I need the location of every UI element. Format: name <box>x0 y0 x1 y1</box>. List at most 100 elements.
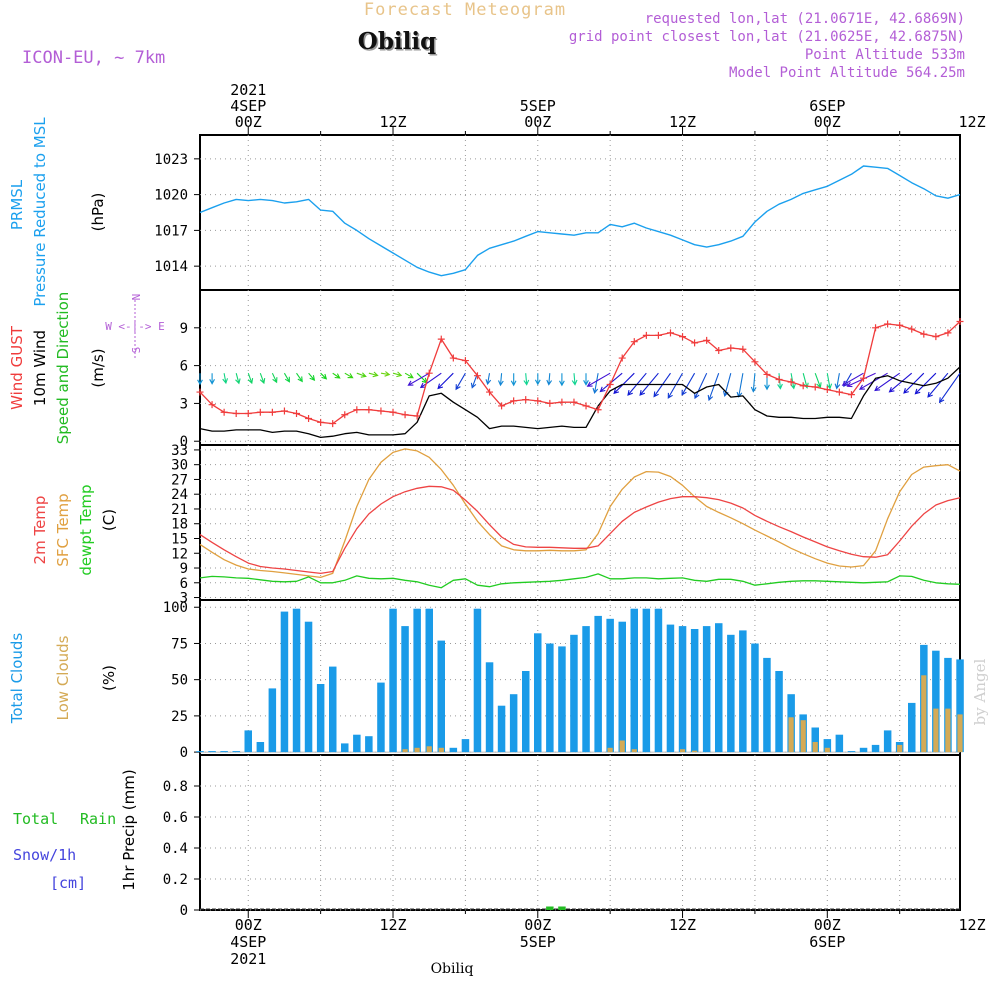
total-cloud-bar <box>232 751 240 753</box>
wind-arrow <box>914 372 937 395</box>
temp-label-2m: 2m Temp <box>31 496 49 565</box>
low-cloud-bar <box>921 675 927 753</box>
total-cloud-bar <box>329 666 337 753</box>
total-cloud-bar <box>389 608 397 753</box>
total-cloud-bar <box>449 747 458 753</box>
top-time-label: 5SEP <box>520 97 556 115</box>
ytick-label-temp: 6 <box>180 576 188 592</box>
wind-arrow <box>455 372 466 391</box>
total-cloud-bar <box>534 633 542 753</box>
temp-label-dewpt: dewpt Temp <box>77 484 95 575</box>
precip-label-total: Total <box>13 810 58 828</box>
gust-marker <box>196 388 204 396</box>
wind-arrow <box>235 373 241 385</box>
footer-location: Obiliq <box>431 961 474 977</box>
low-cloud-bar <box>438 747 444 753</box>
precip-label-snow: Snow/1h <box>13 846 76 864</box>
ytick-label-temp: 30 <box>171 458 188 474</box>
gust-marker <box>353 406 361 414</box>
total-cloud-bar <box>751 643 759 753</box>
total-cloud-bar <box>268 688 277 753</box>
low-cloud-bar <box>426 746 432 753</box>
total-cloud-bar <box>244 730 252 753</box>
wind-arrow <box>222 373 229 385</box>
clouds-label-unit: (%) <box>100 665 118 691</box>
low-cloud-bar <box>812 742 818 753</box>
gust-marker <box>594 406 602 414</box>
gust-marker <box>534 397 542 405</box>
ytick-label-clouds: 0 <box>180 745 188 761</box>
bottom-time-label: 00Z <box>814 916 841 934</box>
bottom-time-label: 2021 <box>230 950 266 968</box>
wind-arrow <box>681 372 696 396</box>
top-time-label: 4SEP <box>230 97 266 115</box>
wind-arrow <box>485 373 492 386</box>
top-time-label: 2021 <box>230 81 266 99</box>
wind-arrow <box>497 373 504 387</box>
ytick-label-wind: 9 <box>180 321 188 337</box>
gust-marker <box>293 409 301 417</box>
ytick-label-precip: 0.4 <box>163 841 188 857</box>
wind-arrow <box>320 372 328 380</box>
total-cloud-bar <box>690 629 699 753</box>
gust-marker <box>449 354 457 362</box>
gust-marker <box>522 396 530 404</box>
total-cloud-bar <box>473 608 482 753</box>
total-cloud-bar <box>739 630 747 753</box>
wind-arrow <box>380 371 391 377</box>
panel-frame-wind <box>199 289 961 446</box>
bottom-time-label: 00Z <box>524 916 551 934</box>
pressure-label-msl: Pressure Reduced to MSL <box>31 117 49 307</box>
total-cloud-bar <box>811 727 819 753</box>
gust-marker <box>703 336 711 344</box>
wind-arrow <box>407 372 430 386</box>
header-info-model_alt: Model Point Altitude 564.25m <box>729 65 965 81</box>
wind-arrow <box>707 373 720 402</box>
wind-arrow <box>523 373 530 386</box>
header-info-point_alt: Point Altitude 533m <box>805 47 965 63</box>
total-cloud-bar <box>702 626 711 753</box>
total-cloud-bar <box>522 671 530 753</box>
temp2m-line <box>199 485 961 575</box>
gust-marker <box>546 399 554 407</box>
total-cloud-bar <box>642 608 651 753</box>
wind-arrow <box>694 372 708 400</box>
wind-arrow <box>437 372 454 390</box>
wind-arrow <box>332 372 341 379</box>
clouds-label-total: Total Clouds <box>8 633 26 725</box>
gust-marker <box>751 358 759 366</box>
low-cloud-bar <box>692 750 698 753</box>
total-cloud-bar <box>727 634 735 753</box>
wind-arrow <box>790 373 796 390</box>
wind-arrow <box>197 373 203 386</box>
ytick-label-precip: 0.8 <box>163 779 188 795</box>
wind-arrow <box>927 372 949 398</box>
ytick-label-temp: 27 <box>171 472 188 488</box>
gust-marker <box>401 411 409 419</box>
ytick-label-pressure: 1023 <box>154 152 188 168</box>
wind-label-gust: Wind GUST <box>8 325 26 410</box>
low-cloud-bar <box>607 747 613 753</box>
ytick-label-clouds: 100 <box>163 600 188 616</box>
total-cloud-bar <box>485 662 494 753</box>
ytick-label-wind: 3 <box>180 396 188 412</box>
ytick-label-precip: 0.6 <box>163 810 188 826</box>
low-cloud-bar <box>619 740 625 753</box>
gust-marker <box>823 386 831 394</box>
gust-marker <box>220 408 228 416</box>
wind-arrow <box>736 373 744 398</box>
ytick-label-precip: 0.2 <box>163 872 188 888</box>
wind-arrow <box>510 373 517 387</box>
gust-marker <box>884 320 892 328</box>
wind-arrow <box>888 372 913 393</box>
total-cloud-bar <box>558 646 566 753</box>
panel-frame-clouds <box>199 599 961 756</box>
wind-arrow <box>667 372 683 399</box>
gust-marker <box>341 411 349 419</box>
total-cloud-bar <box>606 618 614 753</box>
bottom-time-label: 12Z <box>669 916 696 934</box>
wind-arrow <box>826 373 833 390</box>
total-cloud-bar <box>425 608 433 753</box>
ytick-label-temp: 21 <box>171 502 188 518</box>
ytick-label-temp: 12 <box>171 546 188 562</box>
